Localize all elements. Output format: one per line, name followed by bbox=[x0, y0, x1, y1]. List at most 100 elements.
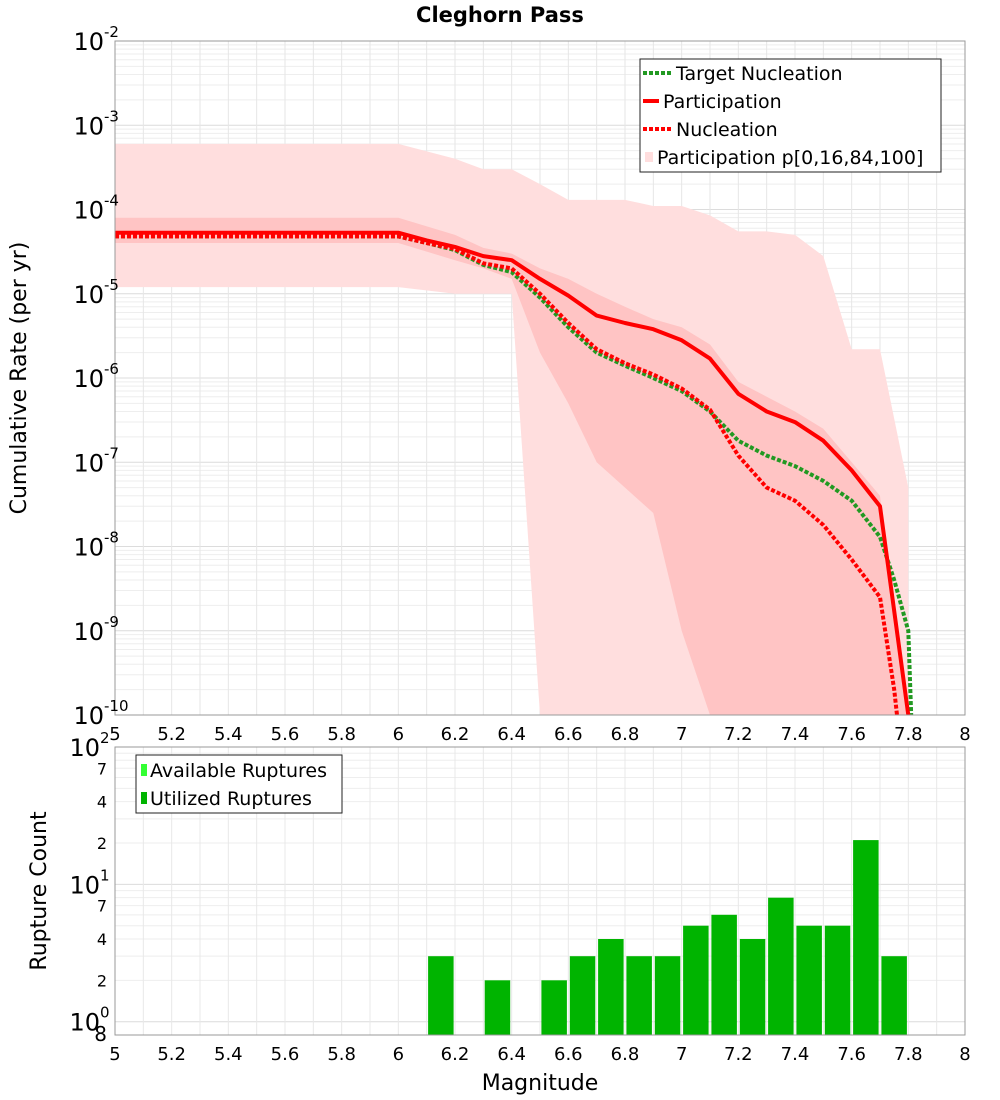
x-tick-label-bottom: 5.8 bbox=[327, 1044, 356, 1065]
y-tick-base: 10 bbox=[73, 702, 104, 730]
legend-top-entry: Participation p[0,16,84,100] bbox=[645, 147, 923, 169]
y-tick-label-bottom: 10 2 bbox=[69, 729, 109, 762]
legend-swatch-patch bbox=[645, 152, 653, 162]
top-plot-frame bbox=[114, 40, 966, 716]
x-tick-label-top: 6.4 bbox=[497, 724, 526, 745]
y-tick-label-top: 10 -5 bbox=[73, 276, 119, 309]
x-tick-label-top: 6.2 bbox=[441, 724, 470, 745]
y-tick-base: 10 bbox=[69, 734, 100, 762]
series-line-nucleation bbox=[115, 234, 899, 716]
legend-top-label: Participation bbox=[663, 91, 782, 113]
bar-utilized-ruptures bbox=[853, 840, 879, 1035]
legend-bottom-box bbox=[135, 754, 343, 814]
legend-top-entry: Participation bbox=[643, 91, 782, 113]
x-tick-label-top: 7.6 bbox=[837, 724, 866, 745]
x-tick-label-top: 6.8 bbox=[611, 724, 640, 745]
y-tick-label-top: 10 -3 bbox=[73, 107, 119, 140]
x-tick-label-top: 5 bbox=[109, 724, 120, 745]
y-tick-label-top: 10 -2 bbox=[73, 23, 119, 56]
legend-bottom-label: Utilized Ruptures bbox=[150, 788, 312, 810]
legend-bottom-entry: Available Ruptures bbox=[141, 760, 327, 782]
x-tick-label-bottom: 5.4 bbox=[214, 1044, 243, 1065]
x-tick-label-bottom: 5 bbox=[109, 1044, 120, 1065]
x-tick-label-top: 5.8 bbox=[327, 724, 356, 745]
y-tick-label-top: 10 -6 bbox=[73, 360, 119, 393]
y-tick-exponent: -8 bbox=[104, 529, 119, 547]
x-tick-label-bottom: 5.6 bbox=[271, 1044, 300, 1065]
x-tick-label-bottom: 6.4 bbox=[497, 1044, 526, 1065]
y-tick-base: 10 bbox=[73, 28, 104, 56]
y-tick-base: 10 bbox=[69, 1009, 100, 1037]
bar-utilized-ruptures bbox=[626, 956, 652, 1035]
chart-title: Cleghorn Pass bbox=[416, 3, 584, 27]
x-tick-label-bottom: 7.4 bbox=[781, 1044, 810, 1065]
y-tick-base: 10 bbox=[73, 197, 104, 225]
x-tick-label-bottom: 7.6 bbox=[837, 1044, 866, 1065]
legend-top-label: Participation p[0,16,84,100] bbox=[657, 147, 923, 169]
bar-utilized-ruptures bbox=[654, 956, 681, 1035]
y-tick-exponent: 0 bbox=[100, 1004, 110, 1022]
y-tick-label-top: 10 -10 bbox=[73, 697, 128, 730]
y-minor-tick-label: 2 bbox=[97, 971, 107, 990]
x-tick-label-bottom: 7.2 bbox=[724, 1044, 753, 1065]
y-minor-tick-label: 4 bbox=[97, 930, 107, 949]
y-axis-label-bottom: Rupture Count bbox=[27, 811, 52, 971]
x-tick-label-bottom: 6.8 bbox=[611, 1044, 640, 1065]
y-tick-base: 10 bbox=[73, 112, 104, 140]
legend-top-label: Nucleation bbox=[676, 119, 778, 141]
y-minor-tick-label: 8 bbox=[94, 1022, 107, 1046]
y-tick-label-top: 10 -8 bbox=[73, 529, 119, 562]
x-tick-label-top: 5.6 bbox=[271, 724, 300, 745]
bar-utilized-ruptures bbox=[711, 914, 737, 1035]
x-tick-label-top: 7.4 bbox=[781, 724, 810, 745]
bar-utilized-ruptures bbox=[598, 939, 624, 1035]
legend-top-label: Target Nucleation bbox=[675, 63, 843, 85]
y-tick-label-top: 10 -7 bbox=[73, 444, 119, 477]
y-tick-base: 10 bbox=[73, 365, 104, 393]
x-axis-label: Magnitude bbox=[482, 1071, 599, 1096]
x-tick-label-bottom: 6.2 bbox=[441, 1044, 470, 1065]
x-tick-label-top: 7.8 bbox=[894, 724, 923, 745]
bar-utilized-ruptures bbox=[824, 925, 851, 1035]
y-tick-exponent: -9 bbox=[104, 613, 119, 631]
y-tick-exponent: -3 bbox=[104, 107, 119, 125]
x-tick-label-bottom: 7.8 bbox=[894, 1044, 923, 1065]
x-tick-label-bottom: 8 bbox=[959, 1044, 970, 1065]
bar-utilized-ruptures bbox=[541, 980, 567, 1035]
y-tick-exponent: -5 bbox=[104, 276, 119, 294]
y-minor-tick-label: 7 bbox=[97, 759, 107, 778]
y-tick-exponent: -10 bbox=[104, 697, 129, 715]
legend-bottom: Available Ruptures Utilized Ruptures bbox=[135, 754, 343, 814]
x-tick-label-bottom: 6 bbox=[393, 1044, 404, 1065]
x-tick-label-top: 7.2 bbox=[724, 724, 753, 745]
legend-bottom-label: Available Ruptures bbox=[150, 760, 327, 782]
legend-top-entry: Target Nucleation bbox=[643, 63, 843, 85]
bar-utilized-ruptures bbox=[768, 897, 794, 1035]
y-tick-base: 10 bbox=[69, 871, 100, 899]
x-tick-label-bottom: 6.6 bbox=[554, 1044, 583, 1065]
y-tick-base: 10 bbox=[73, 281, 104, 309]
bar-utilized-ruptures bbox=[881, 956, 907, 1035]
y-tick-base: 10 bbox=[73, 449, 104, 477]
bar-utilized-ruptures bbox=[739, 939, 766, 1035]
x-tick-label-top: 5.4 bbox=[214, 724, 243, 745]
y-tick-label-bottom: 10 0 bbox=[69, 1004, 109, 1037]
series-line-participation bbox=[115, 230, 911, 716]
y-tick-exponent: 1 bbox=[100, 866, 110, 884]
legend-top-entry: Nucleation bbox=[643, 119, 778, 141]
y-minor-tick-label: 4 bbox=[97, 793, 107, 812]
x-tick-label-top: 5.2 bbox=[157, 724, 186, 745]
bar-utilized-ruptures bbox=[796, 925, 822, 1035]
bar-utilized-ruptures bbox=[569, 956, 596, 1035]
x-tick-label-top: 7 bbox=[676, 724, 687, 745]
y-tick-exponent: -2 bbox=[104, 23, 119, 41]
x-tick-label-bottom: 7 bbox=[676, 1044, 687, 1065]
legend-top-box bbox=[639, 58, 942, 173]
legend-swatch-patch bbox=[141, 764, 147, 776]
y-tick-label-top: 10 -4 bbox=[73, 192, 119, 225]
top-plot: 10-210-310-410-510-610-710-810-910 -10Tar… bbox=[73, 23, 966, 730]
y-tick-exponent: 2 bbox=[100, 729, 110, 747]
y-minor-tick-label: 7 bbox=[97, 897, 107, 916]
